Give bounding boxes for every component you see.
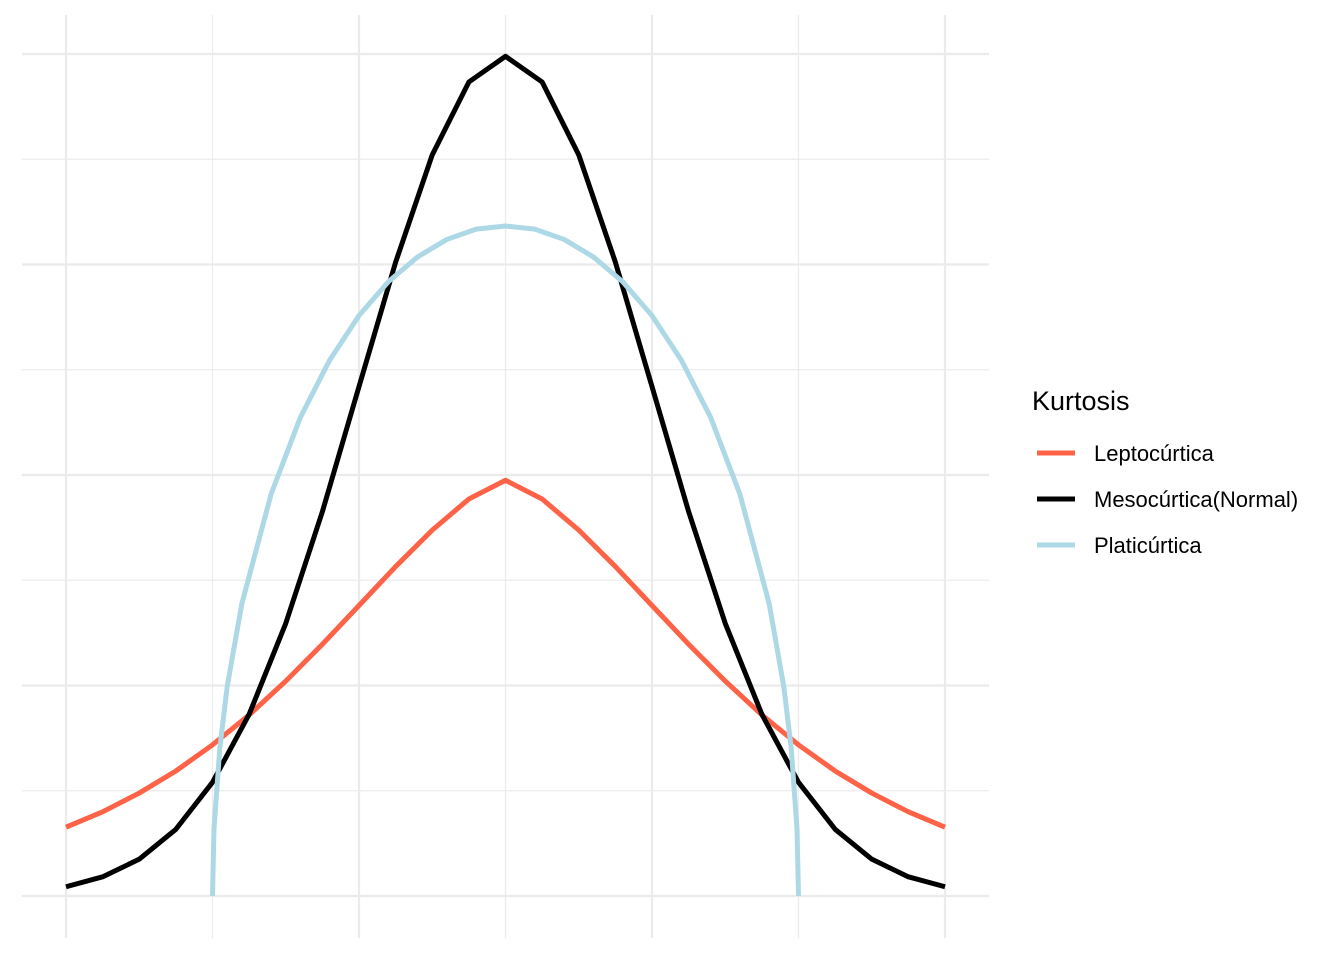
grid-major-lines [22, 15, 989, 938]
legend-label-2: Platicúrtica [1094, 533, 1202, 558]
legend-title: Kurtosis [1032, 386, 1130, 416]
legend-label-0: Leptocúrtica [1094, 441, 1215, 466]
series-line-1 [65, 53, 946, 890]
series-line-0 [65, 477, 946, 830]
legend: Kurtosis Leptocúrtica Mesocúrtica(Normal)… [1032, 386, 1298, 558]
series-line-2 [210, 223, 801, 897]
legend-label-1: Mesocúrtica(Normal) [1094, 487, 1298, 512]
series-lines [65, 53, 946, 897]
legend-items: Leptocúrtica Mesocúrtica(Normal) Platicúrt… [1037, 441, 1298, 558]
grid-minor-lines [22, 15, 989, 938]
